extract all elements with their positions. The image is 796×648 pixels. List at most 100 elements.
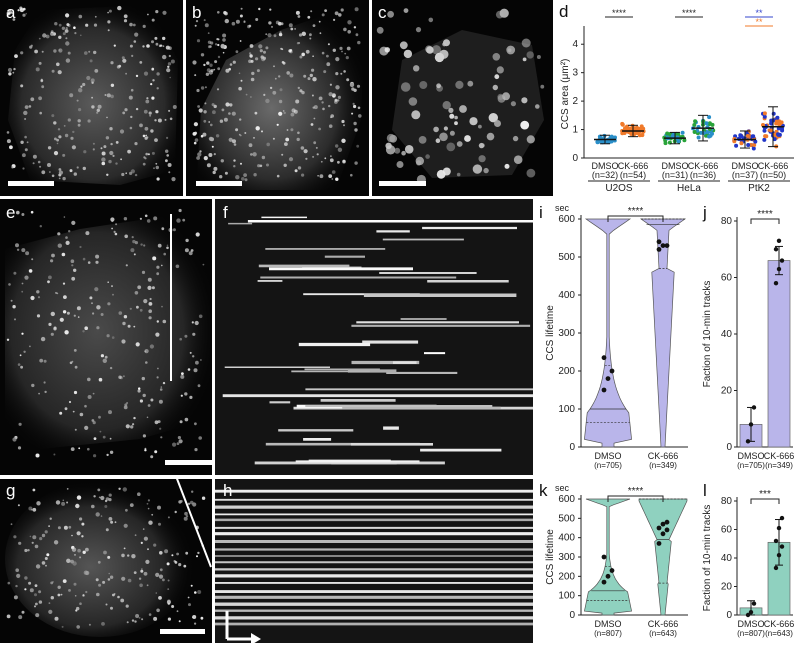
punctum bbox=[100, 495, 105, 501]
punctum bbox=[459, 105, 467, 113]
punctum bbox=[37, 296, 41, 299]
punctum bbox=[92, 148, 95, 151]
punctum bbox=[403, 49, 413, 59]
punctum bbox=[310, 123, 314, 126]
punctum bbox=[153, 216, 158, 221]
punctum bbox=[194, 24, 197, 27]
punctum bbox=[91, 105, 95, 109]
punctum bbox=[57, 243, 62, 248]
punctum bbox=[132, 239, 136, 244]
punctum bbox=[214, 60, 218, 64]
punctum bbox=[108, 493, 112, 497]
punctum bbox=[126, 621, 129, 624]
panel-f-kymograph: f bbox=[215, 199, 533, 475]
punctum bbox=[121, 553, 125, 558]
punctum bbox=[341, 50, 343, 53]
data-point bbox=[768, 128, 773, 133]
replicate-dot bbox=[748, 609, 754, 615]
punctum bbox=[335, 72, 339, 76]
punctum bbox=[122, 321, 126, 326]
punctum bbox=[404, 145, 414, 154]
data-point bbox=[680, 130, 685, 135]
panel-label-d: d bbox=[559, 2, 569, 21]
punctum bbox=[149, 114, 152, 117]
punctum bbox=[50, 596, 54, 600]
group-label: U2OS bbox=[605, 183, 633, 194]
panel-c-puncta bbox=[376, 8, 545, 185]
sig-bracket bbox=[607, 215, 664, 222]
punctum bbox=[276, 174, 280, 178]
punctum bbox=[102, 435, 106, 439]
replicate-dot bbox=[601, 579, 607, 585]
punctum bbox=[118, 375, 122, 379]
punctum bbox=[235, 50, 239, 54]
n-label: (n=50) bbox=[760, 170, 786, 180]
punctum bbox=[63, 525, 68, 530]
punctum bbox=[224, 171, 228, 175]
punctum bbox=[335, 57, 340, 62]
punctum bbox=[123, 315, 128, 319]
punctum bbox=[28, 581, 32, 585]
punctum bbox=[354, 128, 358, 132]
punctum bbox=[9, 145, 13, 150]
punctum bbox=[112, 293, 114, 296]
punctum bbox=[159, 388, 163, 391]
punctum bbox=[64, 133, 69, 138]
punctum bbox=[143, 299, 148, 304]
punctum bbox=[387, 10, 394, 18]
punctum bbox=[194, 448, 198, 452]
punctum bbox=[29, 588, 34, 593]
punctum bbox=[64, 330, 69, 335]
punctum bbox=[294, 28, 296, 30]
punctum bbox=[156, 320, 159, 323]
category-label: DMSO bbox=[595, 451, 622, 461]
category-label: CK-666 bbox=[648, 451, 679, 461]
punctum bbox=[160, 436, 163, 439]
punctum bbox=[143, 71, 149, 76]
punctum bbox=[122, 375, 125, 378]
data-point bbox=[751, 134, 756, 139]
punctum bbox=[158, 399, 163, 404]
category-label: CK-666 bbox=[648, 619, 679, 629]
punctum bbox=[34, 544, 39, 549]
punctum bbox=[147, 13, 149, 16]
data-point bbox=[596, 140, 601, 144]
punctum bbox=[61, 26, 66, 30]
panel-e-image: e bbox=[0, 199, 212, 475]
punctum bbox=[305, 157, 308, 160]
punctum bbox=[28, 269, 33, 273]
punctum bbox=[143, 156, 146, 159]
n-label: (n=54) bbox=[620, 170, 646, 180]
punctum bbox=[71, 220, 76, 225]
punctum bbox=[357, 40, 361, 45]
punctum bbox=[408, 97, 418, 106]
tick-label: 200 bbox=[558, 366, 575, 377]
punctum bbox=[221, 108, 225, 112]
punctum bbox=[213, 153, 216, 156]
punctum bbox=[353, 26, 357, 29]
punctum bbox=[123, 547, 126, 550]
punctum bbox=[46, 553, 50, 557]
punctum bbox=[35, 602, 38, 606]
punctum bbox=[239, 40, 242, 42]
tick-label: 0 bbox=[726, 442, 732, 453]
punctum bbox=[94, 69, 99, 73]
punctum bbox=[146, 502, 149, 505]
punctum bbox=[149, 344, 154, 349]
punctum bbox=[166, 68, 171, 73]
punctum bbox=[156, 265, 160, 269]
n-label: (n=32) bbox=[592, 170, 618, 180]
punctum bbox=[153, 616, 158, 621]
punctum bbox=[48, 322, 52, 326]
punctum bbox=[313, 117, 316, 120]
punctum bbox=[76, 166, 79, 169]
punctum bbox=[54, 137, 57, 141]
punctum bbox=[312, 77, 317, 82]
punctum bbox=[147, 277, 152, 282]
punctum bbox=[250, 77, 255, 82]
punctum bbox=[244, 132, 247, 134]
punctum bbox=[17, 9, 20, 12]
punctum bbox=[535, 104, 540, 109]
replicate-dot bbox=[745, 439, 751, 444]
tick-label: 500 bbox=[558, 513, 575, 524]
